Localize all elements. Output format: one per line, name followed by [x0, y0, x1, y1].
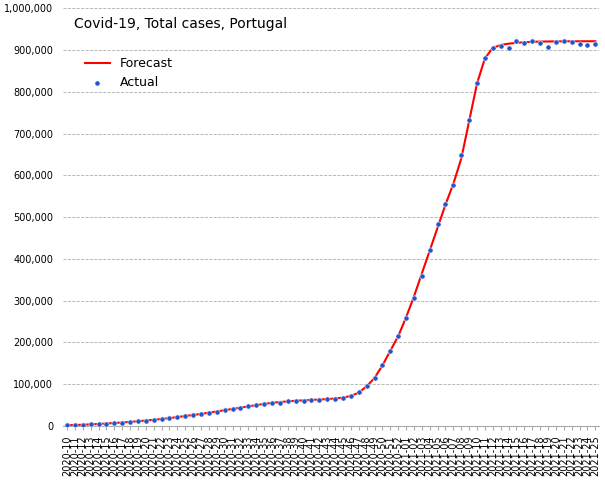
Actual: [456, 151, 466, 158]
Actual: [220, 406, 229, 414]
Actual: [275, 399, 285, 407]
Actual: [559, 37, 569, 45]
Actual: [409, 294, 419, 302]
Actual: [235, 404, 245, 411]
Actual: [433, 220, 442, 228]
Actual: [354, 388, 364, 396]
Forecast: [182, 413, 189, 419]
Actual: [378, 361, 387, 369]
Actual: [291, 397, 301, 405]
Actual: [188, 411, 198, 419]
Actual: [488, 45, 498, 52]
Actual: [551, 38, 561, 46]
Actual: [260, 400, 269, 408]
Actual: [575, 40, 584, 48]
Actual: [172, 413, 182, 421]
Actual: [425, 246, 434, 254]
Actual: [86, 420, 96, 428]
Actual: [180, 412, 190, 420]
Actual: [393, 332, 403, 340]
Text: Covid-19, Total cases, Portugal: Covid-19, Total cases, Portugal: [74, 16, 287, 31]
Actual: [535, 39, 545, 47]
Actual: [480, 54, 490, 61]
Actual: [338, 394, 348, 402]
Actual: [473, 79, 482, 87]
Forecast: [592, 38, 599, 44]
Actual: [252, 401, 261, 409]
Actual: [307, 396, 316, 404]
Actual: [590, 41, 600, 48]
Actual: [70, 421, 80, 429]
Actual: [196, 410, 206, 418]
Actual: [283, 397, 293, 405]
Actual: [227, 405, 237, 413]
Legend: Forecast, Actual: Forecast, Actual: [80, 52, 178, 94]
Actual: [267, 399, 277, 407]
Actual: [117, 419, 127, 427]
Actual: [385, 347, 395, 355]
Actual: [157, 415, 166, 423]
Actual: [520, 39, 529, 47]
Actual: [401, 314, 411, 322]
Actual: [141, 417, 151, 424]
Actual: [330, 395, 340, 403]
Actual: [94, 420, 103, 428]
Forecast: [189, 412, 197, 418]
Line: Forecast: Forecast: [67, 41, 595, 425]
Actual: [583, 41, 592, 49]
Actual: [440, 200, 450, 208]
Actual: [165, 414, 174, 422]
Actual: [567, 39, 577, 47]
Actual: [496, 42, 506, 50]
Actual: [149, 416, 159, 424]
Actual: [204, 409, 214, 417]
Actual: [78, 421, 88, 429]
Actual: [448, 181, 458, 189]
Forecast: [576, 38, 583, 44]
Actual: [528, 37, 537, 45]
Forecast: [371, 375, 378, 381]
Actual: [512, 37, 522, 45]
Actual: [315, 396, 324, 404]
Actual: [543, 44, 553, 51]
Forecast: [537, 39, 544, 45]
Actual: [362, 382, 371, 390]
Forecast: [363, 384, 370, 389]
Actual: [417, 272, 427, 279]
Actual: [212, 408, 221, 416]
Actual: [102, 420, 111, 427]
Actual: [504, 44, 514, 52]
Actual: [62, 421, 72, 429]
Actual: [322, 395, 332, 403]
Actual: [346, 393, 356, 400]
Actual: [125, 418, 135, 425]
Actual: [133, 417, 143, 425]
Actual: [110, 419, 119, 427]
Actual: [370, 374, 379, 382]
Actual: [299, 396, 309, 404]
Actual: [243, 402, 253, 410]
Forecast: [64, 422, 71, 428]
Actual: [464, 117, 474, 124]
